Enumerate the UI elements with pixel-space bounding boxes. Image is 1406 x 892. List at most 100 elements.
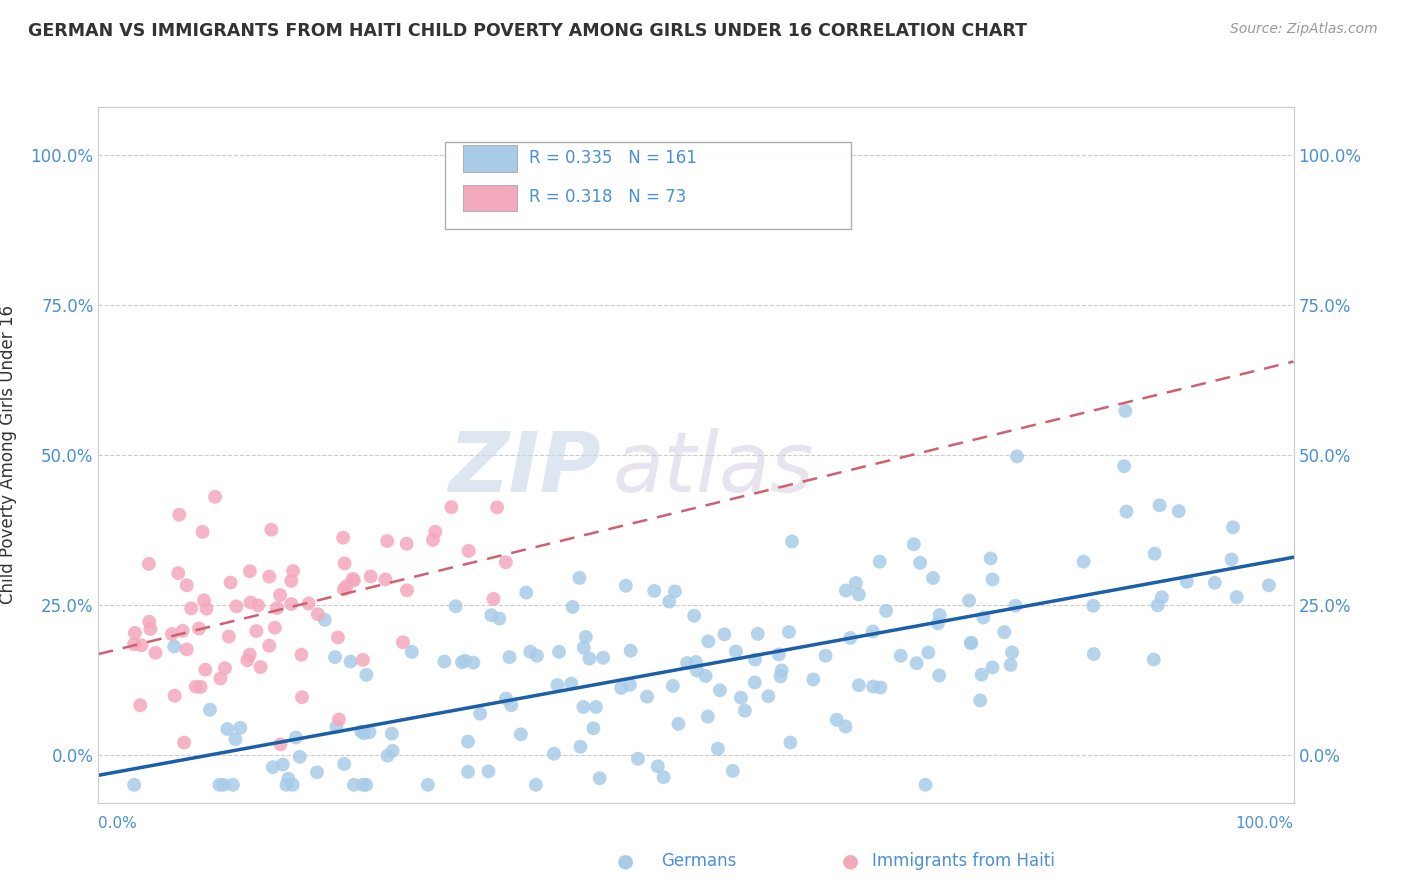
- Point: [122, 778, 145, 792]
- Point: [352, 653, 374, 667]
- Point: [770, 664, 793, 678]
- Point: [561, 599, 583, 614]
- Point: [683, 608, 706, 623]
- Point: [195, 601, 218, 615]
- Point: [482, 591, 505, 606]
- Point: [163, 689, 186, 703]
- Point: [905, 657, 928, 671]
- Point: [176, 642, 198, 657]
- Point: [247, 599, 270, 613]
- Point: [457, 734, 479, 748]
- Point: [543, 747, 565, 761]
- Point: [356, 668, 378, 682]
- Point: [350, 724, 373, 739]
- Point: [1000, 657, 1022, 672]
- Point: [307, 607, 329, 622]
- Y-axis label: Child Poverty Among Girls Under 16: Child Poverty Among Girls Under 16: [0, 305, 17, 605]
- Point: [281, 564, 304, 578]
- Point: [744, 652, 766, 666]
- Point: [572, 700, 595, 714]
- Point: [440, 500, 463, 515]
- Point: [451, 655, 474, 669]
- Point: [498, 650, 520, 665]
- Point: [209, 672, 232, 686]
- Point: [288, 749, 311, 764]
- Point: [138, 615, 160, 629]
- Point: [734, 704, 756, 718]
- Point: [560, 676, 582, 690]
- Point: [676, 656, 699, 670]
- Point: [993, 625, 1015, 640]
- Point: [582, 721, 605, 735]
- Point: [778, 625, 800, 640]
- Point: [610, 681, 633, 695]
- Point: [1226, 590, 1249, 604]
- Point: [260, 523, 283, 537]
- Point: [1220, 552, 1243, 566]
- Point: [395, 583, 418, 598]
- Point: [769, 669, 792, 683]
- Point: [444, 599, 467, 614]
- Text: ●: ●: [842, 851, 859, 871]
- Point: [323, 650, 346, 665]
- Point: [1167, 504, 1189, 518]
- Text: Immigrants from Haiti: Immigrants from Haiti: [872, 852, 1054, 870]
- Point: [569, 739, 592, 754]
- Point: [124, 626, 146, 640]
- Point: [578, 651, 600, 665]
- Point: [218, 630, 240, 644]
- Point: [546, 678, 568, 692]
- Point: [479, 608, 502, 623]
- Point: [1143, 652, 1166, 666]
- Point: [122, 637, 145, 651]
- Point: [834, 719, 856, 733]
- Point: [416, 778, 439, 792]
- Point: [193, 593, 215, 607]
- Point: [359, 725, 381, 739]
- Point: [509, 727, 531, 741]
- Point: [908, 556, 931, 570]
- Point: [335, 579, 357, 593]
- Point: [219, 575, 242, 590]
- Point: [721, 764, 744, 778]
- Point: [401, 645, 423, 659]
- Point: [801, 673, 824, 687]
- Point: [180, 601, 202, 615]
- Point: [457, 764, 479, 779]
- Point: [284, 731, 307, 745]
- Point: [145, 646, 167, 660]
- Point: [477, 764, 499, 779]
- Point: [652, 770, 675, 784]
- Point: [928, 668, 950, 682]
- Point: [548, 645, 571, 659]
- Point: [1149, 498, 1171, 512]
- Point: [269, 588, 291, 602]
- Point: [229, 721, 252, 735]
- Point: [204, 490, 226, 504]
- Point: [1114, 404, 1136, 418]
- Point: [848, 678, 870, 692]
- Point: [501, 698, 523, 713]
- Point: [697, 634, 720, 648]
- Point: [845, 576, 868, 591]
- FancyBboxPatch shape: [463, 185, 517, 211]
- FancyBboxPatch shape: [444, 142, 852, 229]
- Point: [333, 582, 356, 597]
- Point: [575, 630, 598, 644]
- Point: [333, 756, 356, 771]
- Point: [191, 524, 214, 539]
- Text: ●: ●: [617, 851, 634, 871]
- Point: [167, 508, 190, 522]
- Point: [167, 566, 190, 581]
- Point: [262, 760, 284, 774]
- Point: [463, 656, 485, 670]
- Point: [488, 611, 510, 625]
- Point: [395, 537, 418, 551]
- Point: [1073, 555, 1095, 569]
- Text: ZIP: ZIP: [447, 428, 600, 509]
- Point: [730, 690, 752, 705]
- Point: [214, 661, 236, 675]
- Point: [862, 680, 884, 694]
- Point: [190, 680, 212, 694]
- Point: [914, 778, 936, 792]
